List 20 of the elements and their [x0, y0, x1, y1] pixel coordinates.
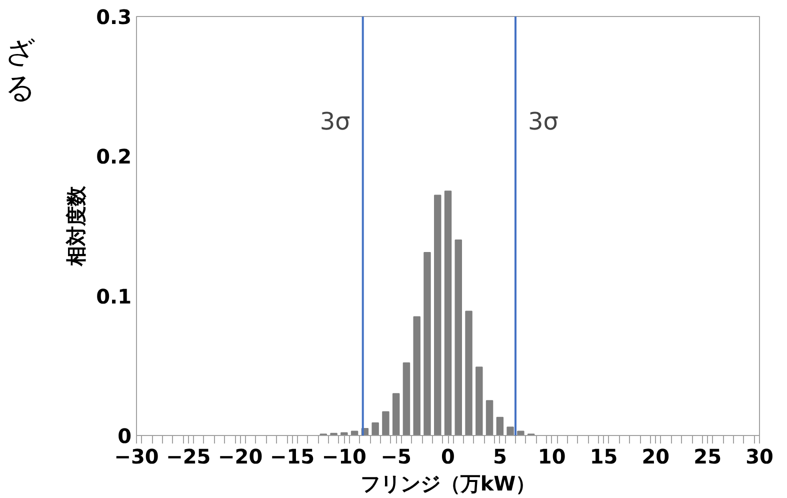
- y-tick-label: 0.1: [96, 284, 132, 308]
- text: ざる: [5, 35, 37, 107]
- x-tick-label: 25: [694, 444, 722, 468]
- x-tick-label: −10: [322, 444, 366, 468]
- y-tick-label: 0.3: [96, 5, 132, 29]
- x-axis-title: フリンジ（万kW）: [360, 472, 536, 496]
- x-tick-label: 5: [492, 444, 507, 468]
- x-tick-label: −5: [380, 444, 412, 468]
- x-tick-label: 15: [590, 444, 618, 468]
- x-tick-label: 30: [746, 444, 774, 468]
- y-tick-label: 0.2: [96, 144, 132, 169]
- x-tick-label: 0: [441, 444, 455, 468]
- x-tick-label: 20: [642, 444, 670, 468]
- ref-line-label: 3σ: [320, 107, 350, 136]
- ref-line-label: 3σ: [528, 107, 558, 136]
- x-tick-label: −25: [166, 444, 211, 468]
- x-tick-label: 10: [538, 444, 566, 468]
- y-axis-title: 相対度数: [64, 185, 88, 267]
- x-tick-label: −15: [270, 444, 315, 468]
- x-tick-label: −20: [218, 444, 263, 468]
